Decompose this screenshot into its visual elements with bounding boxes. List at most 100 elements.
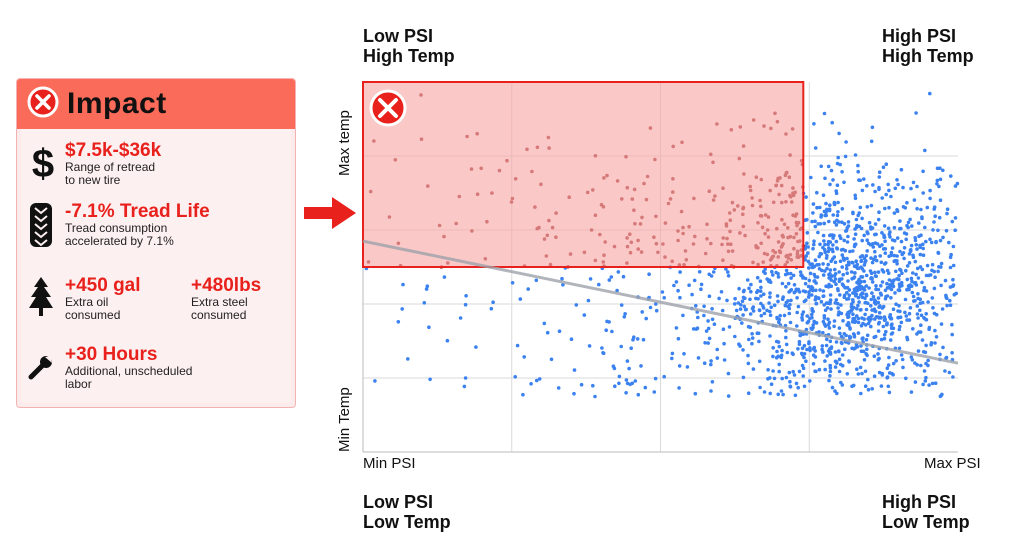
scatter-point xyxy=(846,310,850,315)
scatter-point xyxy=(684,258,689,262)
scatter-point xyxy=(855,285,859,290)
scatter-point xyxy=(927,327,931,332)
scatter-point xyxy=(632,187,637,192)
scatter-point xyxy=(848,309,852,314)
scatter-point xyxy=(550,225,555,230)
scatter-point xyxy=(774,324,778,328)
scatter-point xyxy=(842,180,846,185)
scatter-point xyxy=(828,276,832,280)
scatter-point xyxy=(713,194,717,198)
scatter-point xyxy=(888,235,892,239)
scatter-point xyxy=(852,316,857,321)
scatter-point xyxy=(880,306,885,310)
scatter-point xyxy=(812,319,816,324)
scatter-point xyxy=(873,255,878,259)
scatter-point xyxy=(836,301,840,306)
scatter-point xyxy=(867,315,871,320)
scatter-point xyxy=(601,351,606,356)
scatter-point xyxy=(641,337,646,342)
scatter-point xyxy=(909,243,914,248)
scatter-point xyxy=(881,304,886,309)
scatter-point xyxy=(834,340,839,344)
scatter-point xyxy=(840,265,844,269)
scatter-point xyxy=(864,254,869,258)
scatter-point xyxy=(803,247,807,251)
scatter-point xyxy=(824,301,829,305)
scatter-point xyxy=(832,324,836,329)
scatter-point xyxy=(892,259,896,264)
scatter-point xyxy=(788,385,793,389)
scatter-point xyxy=(767,301,771,305)
scatter-point xyxy=(645,174,650,179)
scatter-point xyxy=(928,188,932,193)
scatter-point xyxy=(794,220,799,225)
scatter-point xyxy=(841,319,845,323)
scatter-point xyxy=(822,111,827,116)
scatter-point xyxy=(883,239,887,243)
scatter-point xyxy=(918,245,922,249)
scatter-point xyxy=(912,299,916,303)
scatter-point xyxy=(899,353,904,357)
scatter-point xyxy=(918,308,922,313)
scatter-point xyxy=(819,252,824,256)
scatter-point xyxy=(872,354,877,359)
scatter-point xyxy=(935,166,940,171)
scatter-point xyxy=(556,386,561,390)
scatter-point xyxy=(905,318,909,322)
scatter-point xyxy=(717,296,721,301)
scatter-point xyxy=(755,275,760,280)
scatter-point xyxy=(955,181,960,186)
scatter-point xyxy=(901,205,906,209)
scatter-point xyxy=(751,305,756,309)
scatter-point xyxy=(951,244,956,249)
scatter-point xyxy=(602,176,606,180)
scatter-point xyxy=(791,191,795,195)
scatter-point xyxy=(784,342,789,347)
scatter-point xyxy=(801,191,806,196)
scatter-point xyxy=(827,351,832,355)
scatter-point xyxy=(840,277,844,281)
scatter-point xyxy=(834,223,839,227)
scatter-point xyxy=(858,287,862,292)
scatter-point xyxy=(823,308,828,313)
scatter-point xyxy=(851,210,855,215)
scatter-point xyxy=(617,381,621,386)
scatter-point xyxy=(915,363,919,367)
scatter-point xyxy=(913,361,917,365)
scatter-point xyxy=(768,313,773,318)
scatter-point xyxy=(913,299,917,303)
scatter-point xyxy=(908,248,913,252)
scatter-point xyxy=(798,227,803,232)
scatter-point xyxy=(933,328,937,333)
scatter-point xyxy=(760,319,764,324)
scatter-point xyxy=(943,278,948,283)
scatter-point xyxy=(373,379,377,383)
scatter-point xyxy=(915,206,919,211)
scatter-point xyxy=(886,271,891,276)
scatter-point xyxy=(721,236,725,240)
scatter-point xyxy=(819,215,823,219)
scatter-point xyxy=(871,294,876,299)
scatter-point xyxy=(685,365,690,369)
scatter-point xyxy=(930,296,935,300)
scatter-point xyxy=(802,343,807,348)
scatter-point xyxy=(908,283,912,287)
scatter-point xyxy=(889,332,894,336)
scatter-point xyxy=(821,350,825,354)
scatter-point xyxy=(837,220,841,224)
scatter-point xyxy=(860,254,865,258)
scatter-point xyxy=(845,271,849,276)
scatter-point xyxy=(677,386,681,390)
scatter-point xyxy=(801,374,805,378)
scatter-point xyxy=(811,211,815,215)
scatter-point xyxy=(920,300,925,305)
scatter-point xyxy=(807,292,811,297)
scatter-point xyxy=(769,305,773,310)
scatter-point xyxy=(935,182,939,186)
scatter-point xyxy=(818,242,822,247)
scatter-point xyxy=(914,283,919,287)
scatter-point xyxy=(776,299,780,304)
scatter-point xyxy=(817,367,822,372)
scatter-point xyxy=(759,301,763,306)
scatter-point xyxy=(865,343,869,347)
